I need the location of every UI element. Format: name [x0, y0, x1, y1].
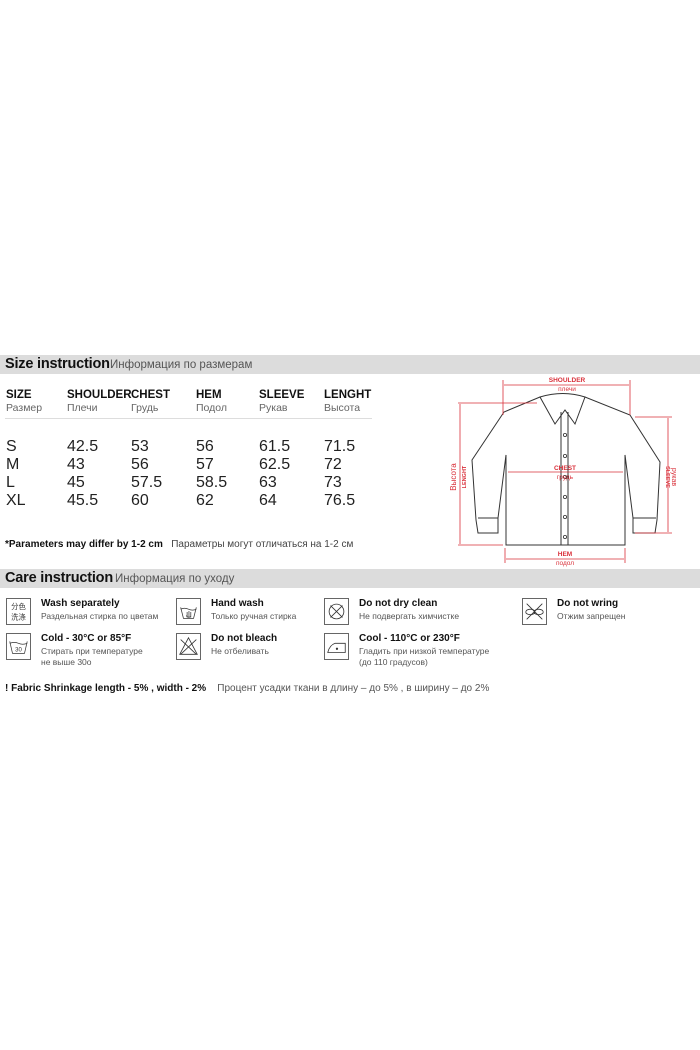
care-subtitle: Раздельная стирка по цветам	[41, 611, 159, 621]
table-cell: 64	[259, 492, 277, 509]
column-header: CHEST	[131, 389, 170, 401]
hem-label-ru: подол	[556, 560, 574, 567]
length-label: LENGHT	[462, 465, 468, 488]
size-column: LENGHT Высота	[324, 388, 371, 415]
column-header: SHOULDER	[67, 389, 132, 401]
size-instruction-title: Size instruction	[5, 356, 110, 372]
care-instruction-title: Care instruction	[5, 570, 113, 586]
column-header-ru: Высота	[324, 402, 361, 414]
size-instruction-header: Size instruction Информация по размерам	[0, 355, 700, 374]
table-cell: 72	[324, 456, 342, 473]
table-cell: 60	[131, 492, 149, 509]
care-subtitle: Стирать при температуре не выше 30о	[41, 646, 143, 667]
wash-separately-icon: 分色 洗涤	[6, 598, 31, 625]
table-cell: L	[6, 474, 15, 491]
svg-text:分色: 分色	[11, 602, 26, 611]
table-cell: 62.5	[259, 456, 291, 473]
care-instruction-subtitle: Информация по уходу	[115, 573, 235, 585]
column-header: HEM	[196, 389, 222, 401]
do-not-bleach-icon	[176, 633, 201, 660]
iron-low-icon	[324, 633, 349, 660]
hand-wash-icon	[176, 598, 201, 625]
table-cell: 63	[259, 474, 277, 491]
care-title: Cold - 30°C or 85°F	[41, 633, 132, 644]
column-header-ru: Плечи	[67, 402, 98, 414]
sleeve-label: SLEEVE	[664, 466, 670, 488]
column-header-ru: Рукав	[259, 402, 288, 414]
shirt-diagram: SHOULDER плечи CHEST грудь HEM подол Выс…	[449, 377, 677, 567]
shirt-buttons	[562, 433, 567, 539]
table-cell: 76.5	[324, 492, 356, 509]
size-values: 42.5 43 45 45.5	[67, 438, 98, 510]
table-cell: 43	[67, 456, 85, 473]
table-cell: 45	[67, 474, 85, 491]
care-title: Do not bleach	[211, 633, 278, 644]
sleeve-label-ru: рукав	[670, 468, 677, 486]
size-column: SLEEVE Рукав	[259, 388, 304, 415]
column-header-ru: Грудь	[131, 402, 159, 414]
care-title: Cool - 110°C or 230°F	[359, 633, 460, 644]
shrinkage-ru: Процент усадки ткани в длину – до 5% , в…	[217, 683, 490, 694]
size-values: 53 56 57.5 60	[131, 438, 162, 510]
length-label-ru: Высота	[449, 463, 458, 491]
note-ru: Параметры могут отличаться на 1-2 см	[171, 539, 354, 550]
size-column: SIZE Размер	[6, 388, 42, 415]
care-subtitle: Не подвергать химчистке	[359, 611, 460, 621]
care-title: Hand wash	[211, 598, 264, 609]
care-title: Wash separately	[41, 598, 120, 609]
wash-30-icon: 30	[6, 633, 31, 660]
do-not-dry-clean-icon	[324, 598, 349, 625]
care-subtitle: Отжим запрещен	[557, 611, 626, 621]
parameters-note: *Parameters may differ by 1-2 cm Парамет…	[5, 539, 353, 550]
shoulder-label: SHOULDER	[549, 377, 586, 384]
chest-label: CHEST	[554, 465, 576, 472]
svg-text:洗涤: 洗涤	[11, 612, 26, 621]
column-header: LENGHT	[324, 389, 372, 401]
table-cell: 71.5	[324, 438, 356, 455]
shrinkage-en: ! Fabric Shrinkage length - 5% , width -…	[5, 683, 207, 694]
table-cell: 57.5	[131, 474, 163, 491]
note-en: *Parameters may differ by 1-2 cm	[5, 539, 163, 550]
size-column: SHOULDER Плечи	[67, 388, 132, 415]
table-divider	[5, 418, 372, 419]
table-cell: M	[6, 456, 20, 473]
table-cell: 56	[196, 438, 214, 455]
table-cell: 53	[131, 438, 149, 455]
column-header-ru: Размер	[6, 402, 43, 414]
column-header-ru: Подол	[196, 402, 228, 414]
care-title: Do not dry clean	[359, 598, 438, 609]
table-cell: 58.5	[196, 474, 228, 491]
shirt-outline	[471, 393, 661, 546]
table-cell: XL	[6, 492, 26, 509]
size-instruction-subtitle: Информация по размерам	[110, 359, 253, 371]
care-subtitle: Гладить при низкой температуре (до 110 г…	[359, 646, 490, 667]
table-cell: 56	[131, 456, 149, 473]
size-column: HEM Подол	[196, 388, 227, 415]
table-cell: 57	[196, 456, 214, 473]
hem-label: HEM	[558, 551, 572, 558]
care-instruction-header: Care instruction Информация по уходу	[0, 569, 700, 588]
do-not-wring-icon	[522, 598, 547, 625]
care-subtitle: Не отбеливать	[211, 646, 269, 656]
table-cell: 73	[324, 474, 342, 491]
column-header: SLEEVE	[259, 389, 305, 401]
table-cell: 62	[196, 492, 214, 509]
table-cell: 42.5	[67, 438, 99, 455]
size-values: S M L XL	[6, 438, 26, 510]
table-cell: 45.5	[67, 492, 99, 509]
table-cell: 61.5	[259, 438, 291, 455]
size-values: 56 57 58.5 62	[196, 438, 227, 510]
size-column: CHEST Грудь	[131, 388, 170, 415]
size-values: 61.5 62.5 63 64	[259, 438, 290, 510]
chest-label-ru: грудь	[557, 474, 574, 481]
table-cell: S	[6, 438, 17, 455]
size-values: 71.5 72 73 76.5	[324, 438, 355, 510]
svg-text:30: 30	[15, 648, 22, 654]
care-title: Do not wring	[557, 598, 619, 609]
shrinkage-note: ! Fabric Shrinkage length - 5% , width -…	[5, 683, 489, 694]
measurement-lines	[458, 380, 672, 563]
shoulder-label-ru: плечи	[558, 386, 576, 393]
care-subtitle: Только ручная стирка	[211, 611, 297, 621]
column-header: SIZE	[6, 389, 32, 401]
